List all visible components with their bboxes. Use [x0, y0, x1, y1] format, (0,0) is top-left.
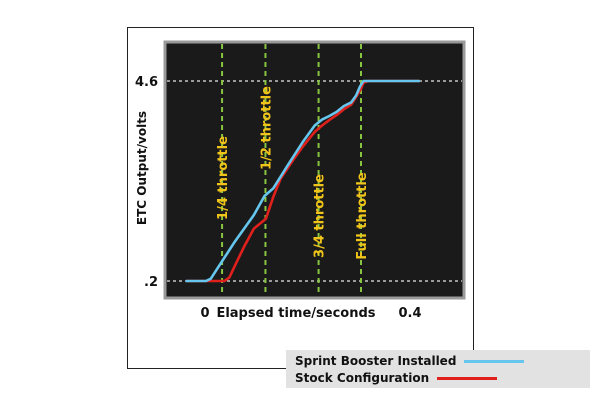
throttle-label-4: Full throttle: [355, 172, 370, 260]
throttle-label-1: 1/4 throttle: [216, 136, 231, 220]
y-tick-label-low: .2: [144, 275, 158, 290]
series-line-stock: [185, 79, 421, 283]
chart-frame: 1/4 throttle 1/2 throttle 3/4 throttle Full…: [127, 27, 590, 388]
y-axis-label: ETC Output/volts: [135, 111, 149, 225]
legend-label-sprint: Sprint Booster Installed: [295, 354, 457, 368]
plot-area: [163, 40, 466, 300]
legend-swatch-stock: [437, 376, 498, 380]
legend-swatch-sprint: [464, 359, 525, 363]
x-tick-label-0: 0: [200, 306, 209, 321]
throttle-label-2: 1/2 throttle: [259, 86, 274, 170]
x-tick-label-0-4: 0.4: [398, 306, 421, 321]
y-tick-label-high: 4.6: [135, 75, 158, 90]
legend-item-stock: Stock Configuration: [295, 369, 498, 387]
line-chart: 1/4 throttle 1/2 throttle 3/4 throttle Full…: [135, 40, 466, 321]
legend: Sprint Booster Installed Stock Configura…: [286, 350, 590, 388]
legend-item-sprint: Sprint Booster Installed: [295, 352, 525, 370]
series-line-sprint-booster: [185, 79, 421, 283]
x-axis-label: Elapsed time/seconds: [216, 306, 375, 321]
throttle-label-3: 3/4 throttle: [313, 174, 328, 258]
legend-label-stock: Stock Configuration: [295, 371, 430, 385]
